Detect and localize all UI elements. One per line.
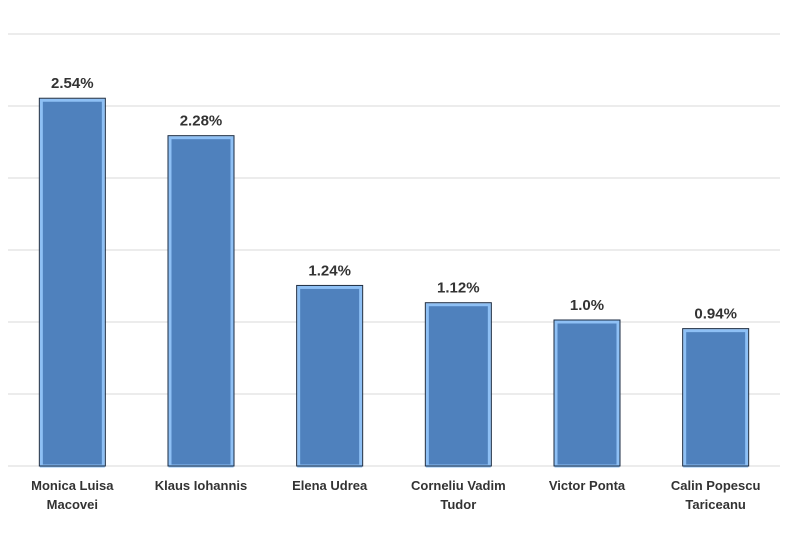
bar <box>297 285 363 468</box>
x-tick-label: Calin Popescu Tariceanu <box>670 478 761 512</box>
bar <box>554 320 620 468</box>
x-tick-label: Corneliu Vadim Tudor <box>411 478 506 512</box>
bar-outline <box>38 97 106 467</box>
bar <box>39 98 105 468</box>
bar <box>425 303 491 468</box>
x-tick-label: Elena Udrea <box>292 478 368 493</box>
value-label: 1.24% <box>308 262 351 279</box>
bar-outline <box>424 302 492 467</box>
bar-outline <box>167 135 235 467</box>
bar-outline <box>682 328 750 467</box>
bar <box>683 329 749 468</box>
x-tick-label: Monica Luisa Macovei <box>31 478 114 512</box>
value-label: 0.94% <box>694 306 737 323</box>
x-tick-label: Victor Ponta <box>548 478 626 493</box>
value-label: 1.0% <box>570 297 604 314</box>
value-label: 1.12% <box>437 280 480 297</box>
bar-outline <box>296 284 364 467</box>
x-tick-label: Klaus Iohannis <box>154 478 248 493</box>
bar-outline <box>553 319 621 467</box>
value-label: 2.28% <box>180 113 223 130</box>
value-label: 2.54% <box>51 75 94 92</box>
bar <box>168 136 234 468</box>
